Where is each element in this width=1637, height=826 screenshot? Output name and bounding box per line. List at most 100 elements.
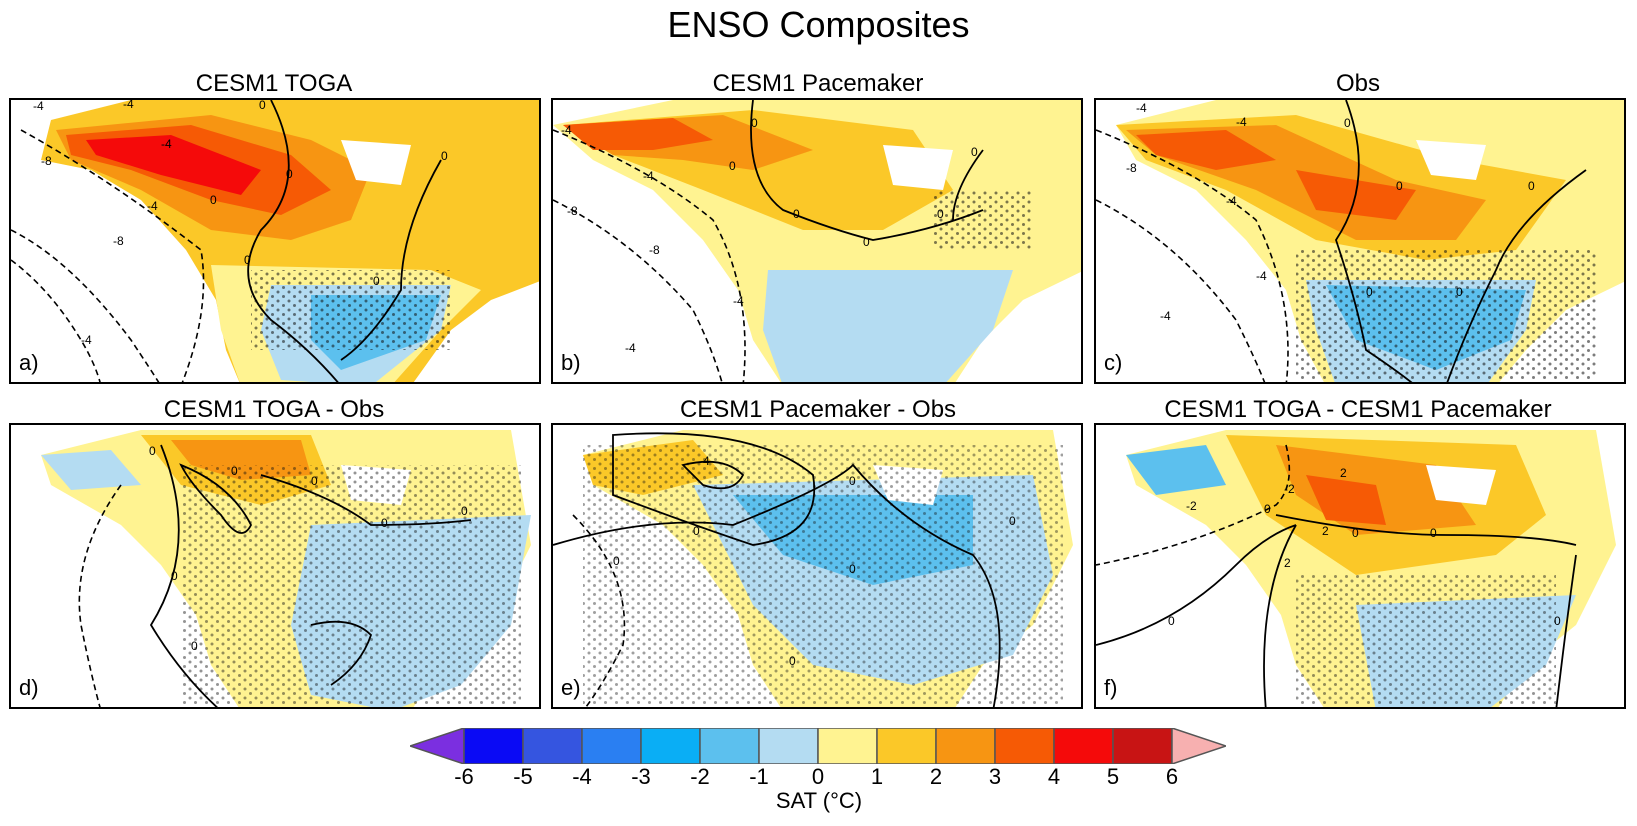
colorbar-tick: -5	[513, 764, 533, 789]
colorbar-swatch	[522, 728, 583, 764]
contour-zero	[553, 463, 1001, 707]
contour-label: 0	[1264, 502, 1271, 516]
contour-neg4	[1096, 129, 1289, 382]
contour-label: 4	[703, 454, 710, 468]
contour-label: 0	[729, 159, 736, 173]
contour-neg8	[11, 229, 160, 382]
contour-label: -4	[1160, 309, 1171, 323]
contour-label: -2	[1284, 482, 1295, 496]
contour-zero-east	[1446, 169, 1587, 382]
contour-label: -4	[625, 341, 636, 355]
contour-label: 0	[613, 554, 620, 568]
contour-label: 0	[863, 235, 870, 249]
contour-neg4	[20, 129, 205, 382]
colorbar-swatch	[1112, 728, 1173, 764]
colorbar-swatch	[935, 728, 996, 764]
contour-zero-south	[1555, 554, 1577, 707]
contour-label: -8	[567, 204, 578, 218]
colorbar-swatch	[876, 728, 937, 764]
contour-label: 0	[1528, 179, 1535, 193]
contour-label: 0	[1554, 614, 1561, 628]
map-panel-a: -4 -4 -4 -8 -8 -4 -4 0 0 0 0 0 0 a)	[9, 98, 541, 384]
contour-label: 0	[789, 654, 796, 668]
hottest-region	[86, 135, 261, 195]
contour-zero	[1335, 100, 1413, 382]
contour-label: 2	[1284, 556, 1291, 570]
contour-label: -8	[41, 154, 52, 168]
panel-title-b: CESM1 Pacemaker	[712, 70, 924, 97]
stipple-overlay	[1296, 250, 1596, 380]
panel-title-a: CESM1 TOGA	[195, 70, 353, 97]
map-b-svg: -4 -4 -8 -8 -4 -4 0 0 0 0 0 0	[553, 100, 1081, 382]
contour-zero-east	[952, 149, 984, 221]
panel-title-d: CESM1 TOGA - Obs	[163, 396, 385, 423]
colorbar-tick: 5	[1106, 764, 1120, 789]
colorbar-tick: -3	[631, 764, 651, 789]
contour-label: 0	[286, 167, 293, 181]
colorbar-swatch	[699, 728, 760, 764]
panel-title-e: CESM1 Pacemaker - Obs	[679, 396, 957, 423]
contour-label: 0	[793, 207, 800, 221]
colorbar-swatch	[640, 728, 701, 764]
stipple-overlay	[583, 445, 1063, 705]
map-panel-e: 4 0 0 0 0 0 0 e)	[551, 423, 1083, 709]
contour-four	[681, 460, 745, 490]
map-f-svg: 2 -2 -2 2 2 0 0 0 0 0	[1096, 430, 1616, 707]
map-e-svg: 4 0 0 0 0 0 0	[553, 430, 1073, 707]
colorbar-tick: -6	[454, 764, 474, 789]
contour-neg8	[1096, 199, 1266, 382]
panel-letter-c: c)	[1104, 350, 1123, 375]
panel-title-f: CESM1 TOGA - CESM1 Pacemaker	[1164, 396, 1552, 423]
contour-label: 0	[259, 100, 266, 112]
contour-zero	[247, 100, 339, 382]
colorbar-swatch	[994, 728, 1055, 764]
panel-title-c: Obs	[1335, 70, 1380, 97]
cool-region	[763, 270, 1013, 382]
contour-zero-loop	[179, 463, 253, 534]
colorbar-swatch-below	[410, 728, 465, 764]
colorbar-tick: 1	[870, 764, 884, 789]
contour-label: -4	[561, 123, 572, 137]
contour-label: 0	[381, 516, 388, 530]
map-panel-d: 0 0 0 0 0 0 0 d)	[9, 423, 541, 709]
stipple-overlay	[251, 270, 451, 350]
hudson-bay	[883, 145, 953, 190]
panel-letter-b: b)	[561, 350, 581, 375]
hudson-bay	[1416, 140, 1486, 180]
contour-zero-east	[1275, 514, 1577, 546]
hottest-region	[1306, 475, 1386, 525]
contour-label: -4	[1256, 269, 1267, 283]
contour-label: 0	[1009, 514, 1016, 528]
contour-zero-east	[340, 159, 442, 361]
contour-neg8-inner	[11, 259, 101, 382]
contour-label: -8	[113, 234, 124, 248]
contour-label: -4	[123, 100, 134, 111]
contour-label: -8	[1126, 161, 1137, 175]
panel-letter-f: f)	[1104, 675, 1118, 700]
hudson-bay	[341, 140, 411, 185]
contour-label: 0	[373, 274, 380, 288]
colorbar-tick: -1	[749, 764, 769, 789]
contour-label: 0	[1366, 285, 1373, 299]
contour-label: 0	[693, 524, 700, 538]
contour-label: 0	[1456, 285, 1463, 299]
panel-letter-a: a)	[19, 350, 39, 375]
contour-label: -4	[147, 199, 158, 213]
map-panel-c: -4 -4 -8 -4 -4 -4 0 0 0 0 0 c)	[1094, 98, 1626, 384]
colorbar-tick: 0	[811, 764, 825, 789]
contour-label: -8	[649, 243, 660, 257]
figure-title: ENSO Composites	[667, 4, 970, 45]
map-d-svg: 0 0 0 0 0 0 0	[41, 430, 531, 707]
stipple-overlay	[1296, 575, 1556, 705]
contour-label: -4	[733, 294, 744, 308]
contour-label: 2	[1322, 524, 1329, 538]
contour-label: 0	[441, 149, 448, 163]
map-c-svg: -4 -4 -8 -4 -4 -4 0 0 0 0 0	[1096, 100, 1624, 382]
contour-label: 0	[849, 562, 856, 576]
cold-region-alaska	[1126, 445, 1226, 495]
contour-label: 0	[311, 474, 318, 488]
contour-label: -4	[643, 169, 654, 183]
contour-neg4	[553, 129, 746, 382]
colorbar-tick: 2	[929, 764, 943, 789]
contour-zero-dashed	[78, 484, 122, 707]
